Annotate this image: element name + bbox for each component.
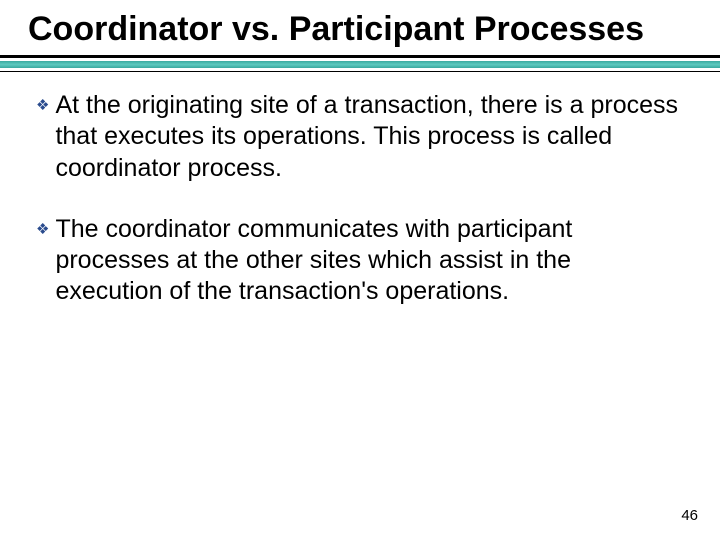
underline-thick	[0, 55, 720, 58]
bullet-item: ❖ At the originating site of a transacti…	[36, 90, 684, 184]
slide-content: ❖ At the originating site of a transacti…	[0, 72, 720, 308]
diamond-bullet-icon: ❖	[36, 221, 49, 240]
bullet-text: At the originating site of a transaction…	[55, 90, 684, 184]
bullet-text: The coordinator communicates with partic…	[55, 214, 684, 308]
page-number: 46	[681, 507, 698, 524]
title-underline-group	[0, 55, 720, 72]
diamond-bullet-icon: ❖	[36, 97, 49, 116]
bullet-item: ❖ The coordinator communicates with part…	[36, 214, 684, 308]
slide-title: Coordinator vs. Participant Processes	[0, 10, 720, 55]
slide-container: Coordinator vs. Participant Processes ❖ …	[0, 0, 720, 540]
underline-teal	[0, 61, 720, 68]
